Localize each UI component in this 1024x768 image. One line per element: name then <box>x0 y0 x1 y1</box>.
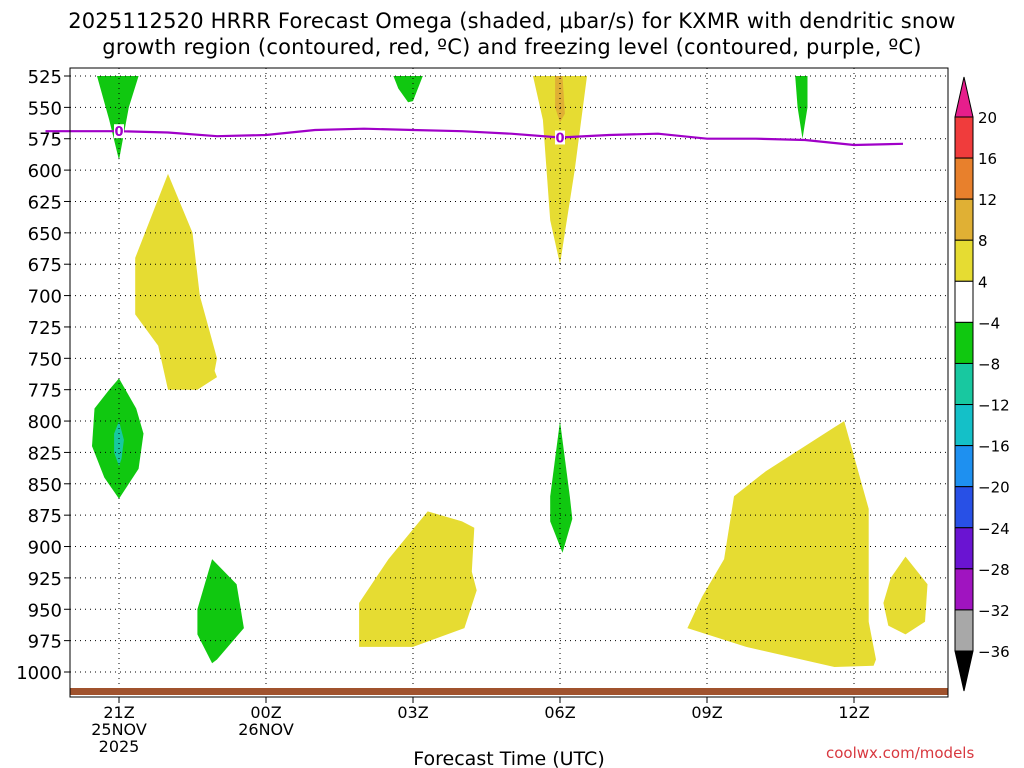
chart-title-line-2: growth region (contoured, red, ºC) and f… <box>102 35 922 59</box>
colorbar-bin-6 <box>954 362 974 406</box>
colorbar-bin-10 <box>954 527 974 570</box>
y-tick-label-575: 575 <box>28 130 62 151</box>
x-tick-label-0-2: 2025 <box>99 737 140 756</box>
y-tick-label-750: 750 <box>28 349 62 370</box>
x-tick-label-12-0: 09Z <box>691 703 722 722</box>
y-tick-label-600: 600 <box>28 161 62 182</box>
y-tick-label-725: 725 <box>28 318 62 339</box>
omega-region-9 <box>550 421 573 553</box>
y-tick-label-550: 550 <box>28 98 62 119</box>
y-tick-label-825: 825 <box>28 443 62 464</box>
y-tick-label-650: 650 <box>28 224 62 245</box>
colorbar-top-arrow <box>954 76 974 118</box>
x-tick-label-0-0: 21Z <box>103 703 134 722</box>
x-tick-label-3-1: 26NOV <box>238 720 294 739</box>
colorbar-bin-3 <box>954 239 974 282</box>
y-axis-ticks: 525 550 575 600 625 650 675 700 725 750 775 800 825 8… <box>16 67 70 684</box>
colorbar-label-10: −24 <box>978 520 1010 538</box>
colorbar-label-6: −8 <box>978 355 1000 373</box>
colorbar-bottom-arrow <box>954 650 974 692</box>
x-tick-label-6-0: 03Z <box>397 703 428 722</box>
y-tick-label-775: 775 <box>28 381 62 402</box>
y-tick-label-675: 675 <box>28 255 62 276</box>
omega-region-5 <box>135 173 217 390</box>
omega-region-11 <box>687 421 876 667</box>
colorbar-bin-8 <box>954 445 974 488</box>
colorbar-label-12: −32 <box>978 602 1010 620</box>
colorbar-bin-2 <box>954 198 974 241</box>
y-tick-label-875: 875 <box>28 506 62 527</box>
freezing-level-label-0: 0 <box>114 125 123 140</box>
omega-colorbar: 20 16 12 8 4 −4 −8 −12 −16 −20 −24 −28 −32 −36 <box>954 76 1010 692</box>
x-tick-label-3-0: 00Z <box>250 703 281 722</box>
ground-layer <box>70 688 948 695</box>
plot-border <box>69 67 949 698</box>
x-tick-label-0-1: 25NOV <box>91 720 147 739</box>
colorbar-bin-4 <box>954 280 974 323</box>
colorbar-label-7: −12 <box>978 397 1010 415</box>
colorbar-bin-12 <box>954 609 974 652</box>
colorbar-label-4: 4 <box>978 273 988 291</box>
y-tick-label-1000: 1000 <box>16 663 62 684</box>
ground-band <box>70 688 948 695</box>
omega-region-0 <box>97 76 139 161</box>
freezing-level-label-1: 0 <box>555 131 564 146</box>
colorbar-bin-7 <box>954 404 974 447</box>
y-tick-label-900: 900 <box>28 538 62 559</box>
omega-regions <box>92 76 928 667</box>
colorbar-bin-0 <box>954 116 974 159</box>
colorbar-bin-1 <box>954 157 974 200</box>
y-tick-label-625: 625 <box>28 192 62 213</box>
colorbar-label-13: −36 <box>978 643 1010 661</box>
y-tick-label-950: 950 <box>28 600 62 621</box>
y-tick-label-975: 975 <box>28 632 62 653</box>
x-axis-label: Forecast Time (UTC) <box>413 748 604 768</box>
colorbar-label-5: −4 <box>978 314 1000 332</box>
y-tick-label-800: 800 <box>28 412 62 433</box>
colorbar-bin-5 <box>954 321 974 364</box>
colorbar-label-8: −16 <box>978 438 1010 456</box>
colorbar-bin-11 <box>954 568 974 611</box>
omega-region-8 <box>197 559 244 664</box>
y-tick-label-850: 850 <box>28 475 62 496</box>
y-tick-label-700: 700 <box>28 287 62 308</box>
colorbar-label-0: 20 <box>978 109 997 127</box>
colorbar-label-2: 12 <box>978 191 997 209</box>
x-tick-label-9-0: 06Z <box>544 703 575 722</box>
freezing-label-bg-0 <box>114 124 124 139</box>
colorbar-bin-9 <box>954 486 974 529</box>
colorbar-label-9: −20 <box>978 479 1010 497</box>
omega-region-1 <box>393 76 423 103</box>
omega-region-10 <box>359 511 477 647</box>
omega-region-2 <box>795 76 808 139</box>
colorbar-label-11: −28 <box>978 561 1010 579</box>
freezing-level-line <box>45 127 904 147</box>
colorbar-label-3: 8 <box>978 232 988 250</box>
watermark: coolwx.com/models <box>826 744 975 762</box>
plot-frame <box>69 67 949 698</box>
colorbar-label-1: 16 <box>978 150 997 168</box>
omega-region-12 <box>883 556 928 635</box>
freezing-label-bg-1 <box>555 130 565 145</box>
y-tick-label-525: 525 <box>28 67 62 88</box>
y-tick-label-925: 925 <box>28 569 62 590</box>
x-tick-label-15-0: 12Z <box>838 703 869 722</box>
chart-title-line-1: 2025112520 HRRR Forecast Omega (shaded, … <box>68 9 956 33</box>
omega-region-4 <box>555 76 565 123</box>
